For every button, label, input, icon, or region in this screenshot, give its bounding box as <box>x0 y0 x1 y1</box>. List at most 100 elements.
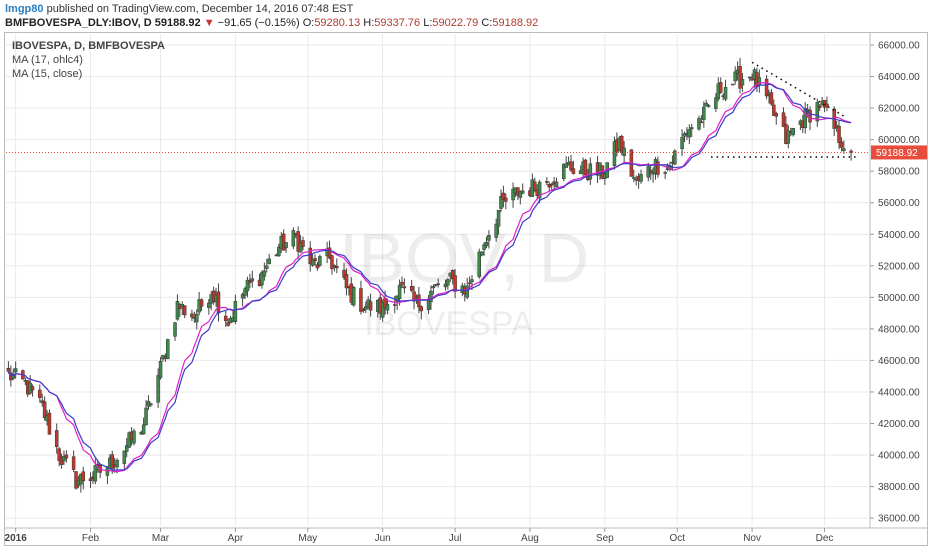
time-tick-label: Nov <box>743 533 761 544</box>
candle <box>173 321 177 341</box>
candle-body <box>769 92 774 105</box>
candle <box>158 357 163 380</box>
price-tick-label: 36000.00 <box>878 514 920 525</box>
candle <box>786 125 791 149</box>
candle-body <box>583 159 588 176</box>
candle <box>477 248 482 279</box>
price-tick-label: 46000.00 <box>878 356 920 367</box>
candle-body <box>533 181 537 191</box>
candle-body <box>124 445 129 452</box>
candle-body <box>849 150 853 153</box>
candle <box>434 283 438 287</box>
candle <box>549 182 554 191</box>
candle-body <box>465 285 469 298</box>
candle-body <box>149 403 153 406</box>
candle-body <box>132 430 136 444</box>
publish-line: lmgp80 published on TradingView.com, Dec… <box>5 3 353 15</box>
open-label: O: <box>302 17 315 29</box>
candle-body <box>562 163 566 180</box>
candle <box>166 338 170 360</box>
last-price: 59188.92 <box>154 17 201 29</box>
candle-body <box>13 368 18 373</box>
candle-body <box>308 247 312 265</box>
candle <box>583 158 588 176</box>
candle-body <box>301 240 305 247</box>
candle <box>450 269 455 285</box>
price-chart[interactable]: IBOV, D IBOVESPA 36000.00 38000.00 40000.0… <box>4 32 928 546</box>
candle-body <box>774 113 778 117</box>
candle-body <box>673 150 677 165</box>
candle <box>318 254 322 267</box>
candle <box>837 120 841 150</box>
candle-body <box>740 79 745 86</box>
candle-body <box>680 137 684 150</box>
candle-body <box>825 103 829 108</box>
candle-body <box>344 274 349 289</box>
candle-body <box>380 301 385 318</box>
candle <box>400 276 404 289</box>
candle <box>494 218 498 242</box>
candle-body <box>569 161 573 171</box>
candle <box>501 185 506 208</box>
trendlines <box>711 61 859 158</box>
watermark-symbol: IBOV, D <box>339 219 589 297</box>
candle <box>296 226 300 260</box>
candle-body <box>817 105 822 108</box>
candle-body <box>477 251 482 277</box>
candle-body <box>453 275 457 292</box>
candle-body <box>837 125 841 143</box>
change-value: −91.65 (−0.15%) <box>217 17 300 29</box>
chart-header: lmgp80 published on TradingView.com, Dec… <box>0 0 932 32</box>
candle-body <box>409 286 414 291</box>
candle <box>88 472 93 488</box>
candle <box>298 235 303 253</box>
candle-body <box>482 244 486 250</box>
candle <box>335 258 339 274</box>
candle <box>115 458 119 474</box>
time-axis[interactable]: 2016 Feb Mar Apr May Jun Jul Aug Sep Oct Nov Dec <box>5 528 834 544</box>
candle <box>402 278 407 294</box>
candle-body <box>496 209 501 227</box>
candle-body <box>764 78 769 97</box>
ma15-line <box>7 82 852 473</box>
candle <box>772 99 776 116</box>
candle-body <box>173 322 177 337</box>
quote-line: BMFBOVESPA_DLY:IBOV, D 59188.92 ▼ −91.65… <box>5 17 538 29</box>
candle-body <box>612 141 617 167</box>
price-axis[interactable]: 36000.00 38000.00 40000.00 42000.00 44000.00… <box>870 41 920 525</box>
candle-body <box>639 174 643 182</box>
candle-body <box>265 265 269 269</box>
candle <box>42 396 47 421</box>
candle <box>562 163 566 182</box>
high-label: H: <box>363 17 375 29</box>
candle-body <box>291 230 296 247</box>
candle-body <box>262 270 267 277</box>
candle-body <box>402 286 407 289</box>
author-link[interactable]: lmgp80 <box>5 3 44 15</box>
price-tick-label: 64000.00 <box>878 72 920 83</box>
candle-body <box>511 188 515 201</box>
candle-body <box>431 286 436 289</box>
candle <box>199 298 204 311</box>
candle <box>769 88 774 106</box>
candle <box>479 251 484 257</box>
candle <box>740 72 745 92</box>
symbol-label: BMFBOVESPA_DLY:IBOV, D <box>5 17 152 29</box>
candle-body <box>731 83 735 86</box>
candle-body <box>315 264 320 269</box>
candle-body <box>47 412 52 435</box>
price-tick-label: 38000.00 <box>878 482 920 493</box>
candle <box>409 280 414 293</box>
candle <box>738 57 742 94</box>
candle-body <box>706 105 711 107</box>
candle-body <box>578 170 583 175</box>
chart-area[interactable]: IBOV, D IBOVESPA 36000.00 38000.00 40000.0… <box>4 32 928 546</box>
candle-body <box>122 450 127 464</box>
candle-body <box>182 305 187 316</box>
candle-body <box>564 163 568 168</box>
candle <box>240 292 245 307</box>
candle <box>124 438 129 458</box>
candle <box>839 137 844 152</box>
candle <box>815 98 820 127</box>
candle <box>243 286 247 300</box>
